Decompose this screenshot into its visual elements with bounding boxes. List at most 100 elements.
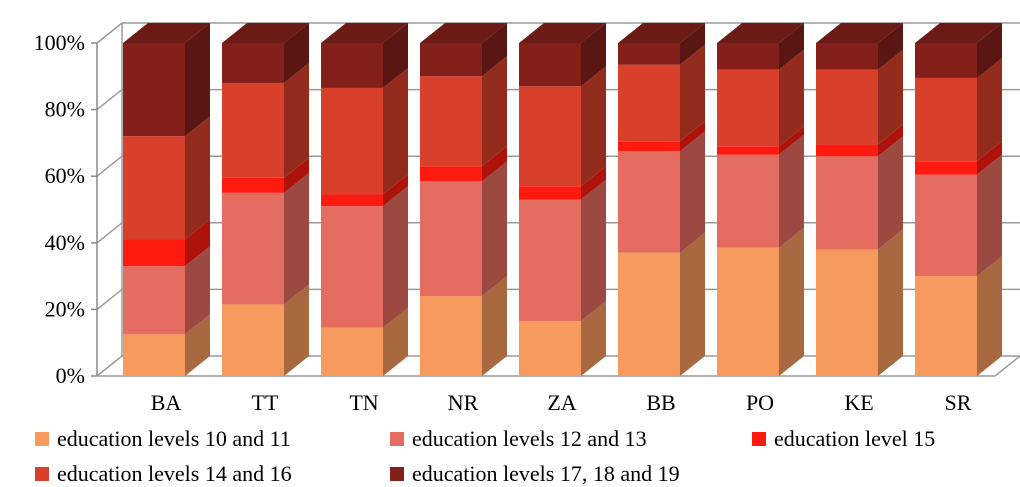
bar-segment-side (185, 116, 210, 240)
bar-stack (321, 23, 408, 376)
bar-segment-side (482, 23, 507, 77)
legend-label: education levels 10 and 11 (57, 426, 291, 451)
bar-segment-side (779, 23, 804, 70)
bar-segment-side (680, 232, 705, 376)
bar-segment (717, 43, 779, 70)
bar-segment-side (383, 174, 408, 207)
bar-segment (123, 266, 185, 335)
bar-segment-side (779, 227, 804, 376)
legend-label: education level 15 (774, 426, 936, 451)
bar-stack (618, 23, 705, 376)
legend-swatch (390, 432, 404, 446)
x-tick-label: NR (448, 390, 479, 415)
bar-segment-top (618, 23, 705, 43)
bar-segment-top (222, 23, 309, 43)
bar-segment (816, 156, 878, 250)
gridline-side (96, 22, 123, 44)
bar-segment-side (482, 161, 507, 297)
bar-segment (321, 206, 383, 328)
bar-segment (816, 249, 878, 376)
bar-segment-side (878, 23, 903, 70)
y-tick-label: 40% (45, 230, 85, 255)
bar-segment-side (284, 23, 309, 83)
bar-segment (519, 199, 581, 322)
bar-segment (618, 252, 680, 376)
legend-swatch (752, 432, 766, 446)
bar-segment-top (717, 23, 804, 43)
bar-segment-side (581, 301, 606, 376)
bar-segment-side (284, 284, 309, 376)
legend-item: education levels 14 and 16 (35, 461, 292, 487)
legend-swatch (35, 432, 49, 446)
bar-segment (915, 77, 977, 162)
bar-segment (420, 43, 482, 77)
gridline-side (96, 89, 123, 111)
bar-segment (618, 141, 680, 152)
bar-segment (717, 247, 779, 376)
bar-segment (222, 304, 284, 376)
x-tick-label: PO (746, 390, 774, 415)
bar-segment-side (482, 276, 507, 376)
bar-segment (222, 192, 284, 305)
bar-segment (123, 136, 185, 240)
bar-segment (321, 87, 383, 195)
legend-item: education levels 17, 18 and 19 (390, 461, 680, 487)
bar-segment (123, 239, 185, 267)
legend-label: education levels 14 and 16 (57, 461, 292, 486)
bar-segment (420, 181, 482, 297)
bar-segment-side (581, 23, 606, 87)
bar-segment-side (680, 131, 705, 253)
bar-stack (717, 23, 804, 376)
bar-segment-side (977, 141, 1002, 175)
bar-segment-top (816, 23, 903, 43)
bar-segment-side (383, 23, 408, 88)
legend-item: education levels 10 and 11 (35, 426, 291, 452)
bar-segment (618, 151, 680, 253)
gridline-side (96, 155, 123, 177)
bar-segment (222, 82, 284, 178)
bar-segment (618, 43, 680, 65)
x-tick-label: ZA (547, 390, 576, 415)
legend-item: education level 15 (752, 426, 935, 452)
bar-segment-side (680, 23, 705, 65)
legend-item: education levels 12 and 13 (390, 426, 647, 452)
y-tick-label: 100% (34, 30, 85, 55)
legend-label: education levels 17, 18 and 19 (412, 461, 680, 486)
bar-stack (123, 23, 210, 376)
bar-segment-side (680, 44, 705, 142)
bar-segment-side (482, 56, 507, 167)
gridline-side (96, 222, 123, 244)
x-axis-labels: BA TT TN NR ZA BB PO KE SR (151, 390, 972, 415)
bar-segment (618, 64, 680, 142)
bar-segment (123, 334, 185, 376)
bar-segment-side (383, 67, 408, 195)
bar-segment-side (581, 166, 606, 200)
bar-segment (420, 166, 482, 182)
y-tick-label: 60% (45, 163, 85, 188)
bar-segment (717, 146, 779, 155)
bar-segment-side (779, 126, 804, 155)
bar-segment (915, 161, 977, 175)
bar-segment-side (383, 307, 408, 376)
bar-segment-side (581, 179, 606, 322)
bar-segment-side (383, 186, 408, 328)
gridline-side (96, 355, 123, 377)
stacked-bar-chart: 0% 20% 40% 60% 80% 100% BA TT TN NR ZA BB PO KE SR (34, 22, 1020, 415)
bar-segment (123, 43, 185, 137)
x-tick-label: BB (646, 390, 675, 415)
bar-segment (915, 276, 977, 376)
y-tick-label: 80% (45, 97, 85, 122)
bar-segment-side (977, 23, 1002, 78)
bar-segment-side (878, 124, 903, 157)
bar-segment (222, 177, 284, 193)
bar-segment (321, 327, 383, 376)
legend-swatch (35, 467, 49, 481)
bar-segment-side (680, 121, 705, 152)
bar-stack (222, 23, 309, 376)
floor-edge-right (994, 355, 1020, 377)
bar-segment (222, 43, 284, 83)
bar-segment-side (185, 23, 210, 137)
bar-segment-side (482, 146, 507, 182)
bar-segment (321, 194, 383, 207)
bar-segment (915, 174, 977, 277)
